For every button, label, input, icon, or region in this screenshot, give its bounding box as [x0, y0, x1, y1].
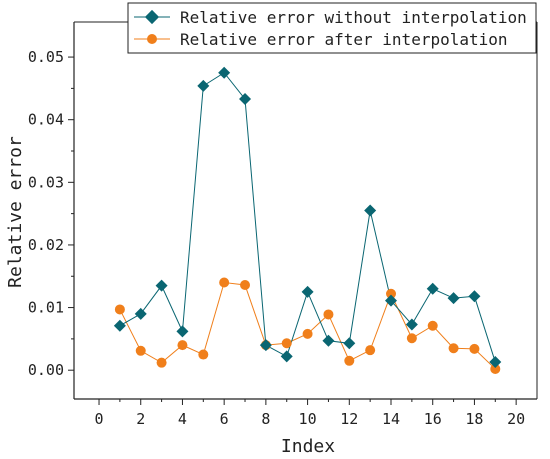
y-tick-label: 0.04: [28, 111, 64, 129]
marker-after-interpolation: [198, 349, 209, 360]
legend-label-after-interpolation: Relative error after interpolation: [180, 30, 508, 49]
marker-without-interpolation: [280, 350, 293, 363]
marker-after-interpolation: [427, 320, 438, 331]
x-tick-label: 12: [340, 410, 358, 428]
legend-box: [127, 2, 537, 54]
marker-after-interpolation: [406, 333, 417, 344]
marker-after-interpolation: [135, 345, 146, 356]
marker-without-interpolation: [197, 79, 210, 92]
marker-after-interpolation: [469, 343, 480, 354]
marker-after-interpolation: [219, 277, 230, 288]
marker-without-interpolation: [447, 292, 460, 305]
marker-without-interpolation: [176, 325, 189, 338]
marker-after-interpolation: [156, 357, 167, 368]
marker-without-interpolation: [239, 93, 252, 106]
marker-after-interpolation: [365, 345, 376, 356]
legend-marker-after-interpolation: [147, 34, 157, 44]
series-lines: [119, 72, 496, 370]
marker-without-interpolation: [468, 290, 481, 303]
legend: Relative error without interpolation Rel…: [127, 2, 537, 54]
marker-after-interpolation: [114, 304, 125, 315]
axis-ticks: 0 2 4 6 8 10 12 14 16 18 20 0.00 0.01 0.02 0.03 0.04 0.0…: [28, 48, 525, 428]
x-tick-label: 10: [299, 410, 317, 428]
x-tick-label: 20: [507, 410, 525, 428]
marker-after-interpolation: [448, 343, 459, 354]
y-tick-label: 0.02: [28, 236, 64, 254]
marker-after-interpolation: [302, 328, 313, 339]
marker-without-interpolation: [301, 285, 314, 298]
x-tick-label: 4: [178, 410, 187, 428]
x-tick-label: 0: [95, 410, 104, 428]
marker-without-interpolation: [426, 282, 439, 295]
x-tick-label: 16: [424, 410, 442, 428]
marker-without-interpolation: [259, 339, 272, 352]
marker-without-interpolation: [364, 204, 377, 217]
marker-without-interpolation: [385, 294, 398, 307]
marker-without-interpolation: [343, 337, 356, 350]
y-tick-label: 0.03: [28, 173, 64, 191]
legend-label-without-interpolation: Relative error without interpolation: [180, 8, 527, 27]
line-without-interpolation: [119, 72, 496, 363]
marker-after-interpolation: [386, 288, 397, 299]
y-tick-label: 0.00: [28, 361, 64, 379]
x-tick-label: 14: [382, 410, 400, 428]
marker-without-interpolation: [489, 356, 502, 369]
marker-after-interpolation: [490, 363, 501, 374]
y-axis-title: Relative error: [5, 136, 26, 288]
marker-without-interpolation: [134, 307, 147, 320]
marker-after-interpolation: [323, 309, 334, 320]
x-tick-label: 2: [136, 410, 145, 428]
y-tick-label: 0.01: [28, 299, 64, 317]
marker-without-interpolation: [218, 66, 231, 79]
series-markers: [113, 66, 502, 374]
x-tick-label: 8: [261, 410, 270, 428]
x-axis-title: Index: [281, 436, 335, 457]
y-tick-label: 0.05: [28, 48, 64, 66]
plot-area: 0 2 4 6 8 10 12 14 16 18 20 0.00 0.01 0.02 0.03 0.04 0.0…: [28, 21, 538, 428]
x-tick-label: 6: [220, 410, 229, 428]
marker-after-interpolation: [240, 280, 251, 291]
marker-without-interpolation: [322, 334, 335, 347]
marker-without-interpolation: [405, 318, 418, 331]
marker-after-interpolation: [177, 340, 188, 351]
marker-after-interpolation: [281, 338, 292, 349]
marker-without-interpolation: [113, 319, 126, 332]
marker-without-interpolation: [155, 279, 168, 292]
x-tick-label: 18: [465, 410, 483, 428]
marker-after-interpolation: [344, 355, 355, 366]
